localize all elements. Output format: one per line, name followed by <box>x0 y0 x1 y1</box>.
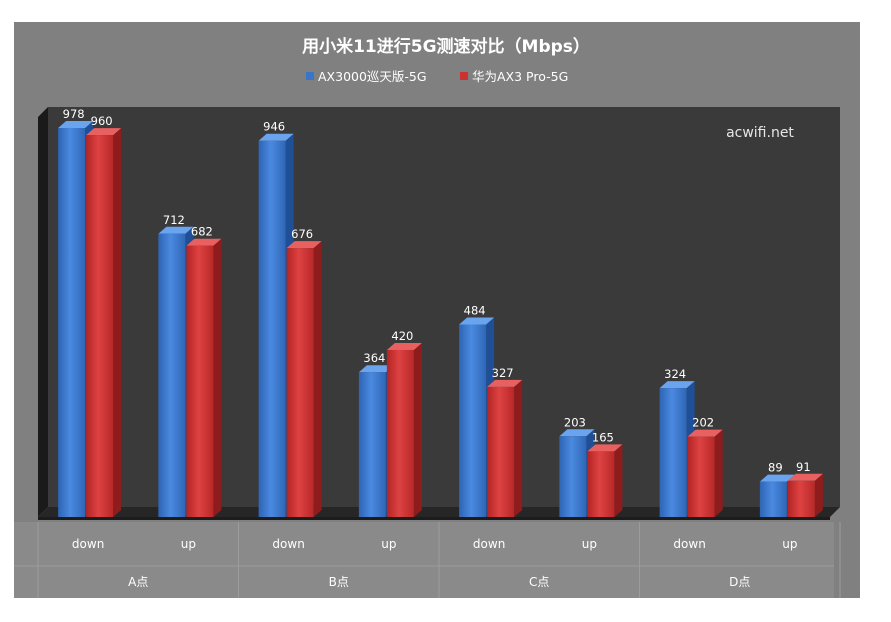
bar-side-face <box>113 128 122 517</box>
value-labels-layer: 978 960 712 682 946 676 364 420 484 327 203 165 324 2… <box>63 107 811 475</box>
tick-label-7: up <box>782 537 797 551</box>
bar-huawei-3 <box>386 342 422 517</box>
tick-label-3: up <box>381 537 396 551</box>
bar-huawei-4 <box>487 379 523 517</box>
watermark-text: acwifi.net <box>726 125 794 141</box>
bars-layer <box>58 121 823 518</box>
group-label-1: B点 <box>329 575 349 589</box>
tick-label-0: down <box>72 537 104 551</box>
bar-top-face <box>687 429 723 437</box>
group-label-2: C点 <box>529 575 549 589</box>
bar-top-face <box>559 429 595 437</box>
bar-side-face <box>413 342 422 517</box>
tick-label-5: up <box>582 537 597 551</box>
bar-top-face <box>587 444 623 452</box>
bar-top-face <box>358 365 394 373</box>
bar-huawei-2 <box>286 241 322 517</box>
value-label-ax3000-0: 978 <box>63 107 85 121</box>
bar-front-face <box>587 451 615 517</box>
bar-front-face <box>659 388 687 517</box>
bar-front-face <box>759 481 787 517</box>
bar-side-face <box>514 379 523 517</box>
legend-label-huawei: 华为AX3 Pro-5G <box>472 69 568 84</box>
value-label-huawei-1: 682 <box>191 225 213 239</box>
bar-huawei-7 <box>787 473 823 517</box>
bar-front-face <box>158 233 186 517</box>
bar-top-face <box>487 379 523 387</box>
bar-side-face <box>814 473 823 517</box>
legend-swatch-huawei <box>460 72 468 80</box>
bar-top-face <box>459 317 495 325</box>
tick-label-2: down <box>272 537 304 551</box>
bar-front-face <box>787 480 815 517</box>
chart-title: 用小米11进行5G测速对比（Mbps） <box>302 36 590 57</box>
legend: AX3000巡天版-5G 华为AX3 Pro-5G <box>306 69 568 84</box>
bar-front-face <box>258 140 286 517</box>
bar-front-face <box>487 386 515 517</box>
bar-top-face <box>86 128 122 136</box>
bar-front-face <box>459 324 487 517</box>
bar-front-face <box>186 245 214 518</box>
plot-side-wall <box>38 107 48 517</box>
bar-top-face <box>787 473 823 481</box>
bar-huawei-0 <box>86 128 122 517</box>
bar-top-face <box>186 238 222 246</box>
value-label-huawei-5: 165 <box>592 430 614 444</box>
value-label-huawei-4: 327 <box>492 366 514 380</box>
bar-side-face <box>614 444 623 517</box>
value-label-huawei-6: 202 <box>692 416 714 430</box>
bar-front-face <box>559 436 587 517</box>
value-label-ax3000-5: 203 <box>564 415 586 429</box>
bar-top-face <box>258 133 294 141</box>
bar-front-face <box>358 372 386 517</box>
value-label-huawei-7: 91 <box>796 460 811 474</box>
tick-label-6: down <box>673 537 705 551</box>
bar-huawei-5 <box>587 444 623 517</box>
value-label-ax3000-7: 89 <box>768 461 783 475</box>
legend-label-ax3000: AX3000巡天版-5G <box>318 69 427 84</box>
bar-top-face <box>158 226 194 234</box>
bar-top-face <box>659 381 695 389</box>
bar-top-face <box>286 241 322 249</box>
category-axis: down up down up down up down up A点 B点 C点 D点 <box>14 522 841 598</box>
plot-floor <box>38 507 840 517</box>
value-label-huawei-0: 960 <box>91 114 113 128</box>
bar-top-face <box>386 342 422 350</box>
bar-top-face <box>759 474 795 482</box>
bar-top-face <box>58 121 94 128</box>
value-label-ax3000-6: 324 <box>664 367 686 381</box>
bar-side-face <box>313 241 322 517</box>
bar-front-face <box>386 349 414 517</box>
value-label-ax3000-1: 712 <box>163 213 185 227</box>
axis-band <box>14 522 834 598</box>
bar-front-face <box>86 135 114 517</box>
value-label-ax3000-4: 484 <box>464 303 486 317</box>
bar-side-face <box>714 429 723 517</box>
value-label-ax3000-3: 364 <box>363 351 385 365</box>
value-label-huawei-2: 676 <box>291 227 313 241</box>
group-label-3: D点 <box>729 575 750 589</box>
tick-label-1: up <box>181 537 196 551</box>
plot-floor-edge <box>38 517 830 520</box>
value-label-huawei-3: 420 <box>391 329 413 343</box>
group-label-0: A点 <box>128 575 148 589</box>
legend-swatch-ax3000 <box>306 72 314 80</box>
bar-front-face <box>687 436 715 517</box>
value-label-ax3000-2: 946 <box>263 120 285 134</box>
bar-ax3000-5 <box>559 429 595 517</box>
bar-front-face <box>58 128 86 517</box>
bar-huawei-6 <box>687 429 723 517</box>
tick-label-4: down <box>473 537 505 551</box>
bar-huawei-1 <box>186 238 222 518</box>
bar-side-face <box>213 238 222 518</box>
bar-front-face <box>286 248 314 517</box>
